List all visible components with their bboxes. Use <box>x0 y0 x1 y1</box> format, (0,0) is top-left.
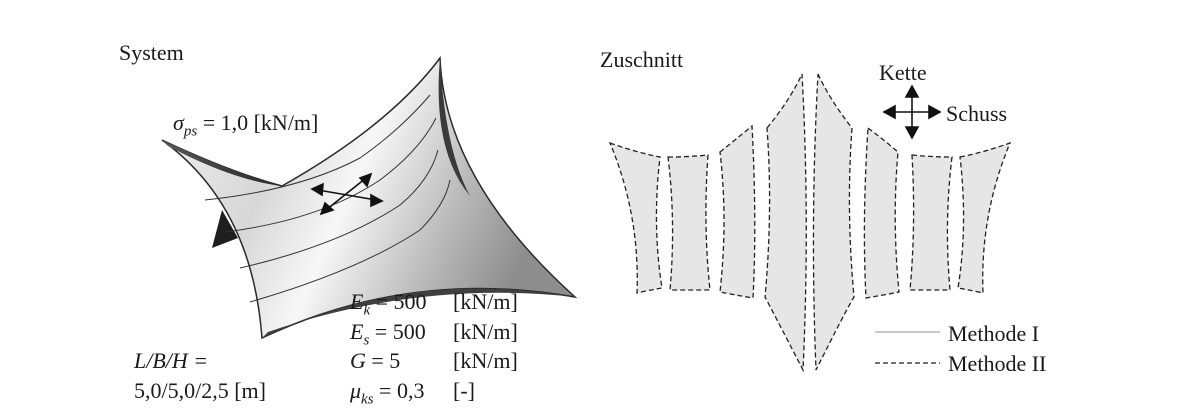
property-row: Ek = 500 [kN/m] <box>350 289 518 319</box>
prestress-label: σps = 1,0 [kN/m] <box>173 112 318 139</box>
prestress-value: = 1,0 [kN/m] <box>202 110 319 135</box>
property-value: = 5 <box>371 348 401 373</box>
cutting-panel-7 <box>909 154 953 291</box>
weft-label: Schuss <box>946 101 1008 126</box>
prestress-symbol: σ <box>173 110 184 135</box>
cutting-panel-4 <box>764 73 807 373</box>
warp-label: Kette <box>879 60 927 85</box>
zuschnitt-title: Zuschnitt <box>600 47 684 72</box>
membrane-underside-left <box>212 210 238 248</box>
system-title: System <box>119 40 184 65</box>
property-row: G = 5 [kN/m] <box>350 348 518 373</box>
dimensions-label: L/B/H = <box>134 348 209 373</box>
cutting-panel-5 <box>812 73 855 371</box>
legend-label-method-2: Methode II <box>948 351 1047 376</box>
property-unit: [kN/m] <box>453 348 518 373</box>
membrane-edge-bottom <box>262 288 575 338</box>
cutting-panel-2 <box>667 154 711 291</box>
property-value: = 500 <box>375 289 427 314</box>
membrane-edge-right <box>438 58 470 196</box>
cutting-panel-1 <box>608 141 663 294</box>
fiber-direction-icon <box>882 84 942 140</box>
property-unit: [kN/m] <box>453 319 518 344</box>
dimensions-value: 5,0/5,0/2,5 [m] <box>134 378 266 403</box>
property-row: μks = 0,3 [-] <box>350 378 475 408</box>
cutting-panel-8 <box>957 141 1012 294</box>
property-unit: [kN/m] <box>453 289 518 314</box>
cutting-panels <box>608 73 1012 373</box>
prestress-direction-icon <box>310 172 384 216</box>
property-row: Es = 500 [kN/m] <box>350 319 518 349</box>
property-value: = 500 <box>374 319 426 344</box>
cutting-panel-3 <box>719 124 756 299</box>
property-value: = 0,3 <box>379 378 425 403</box>
cutting-panel-6 <box>863 126 900 299</box>
property-unit: [-] <box>453 378 475 403</box>
legend-label-method-1: Methode I <box>948 321 1040 346</box>
prestress-subscript: ps <box>183 123 198 140</box>
